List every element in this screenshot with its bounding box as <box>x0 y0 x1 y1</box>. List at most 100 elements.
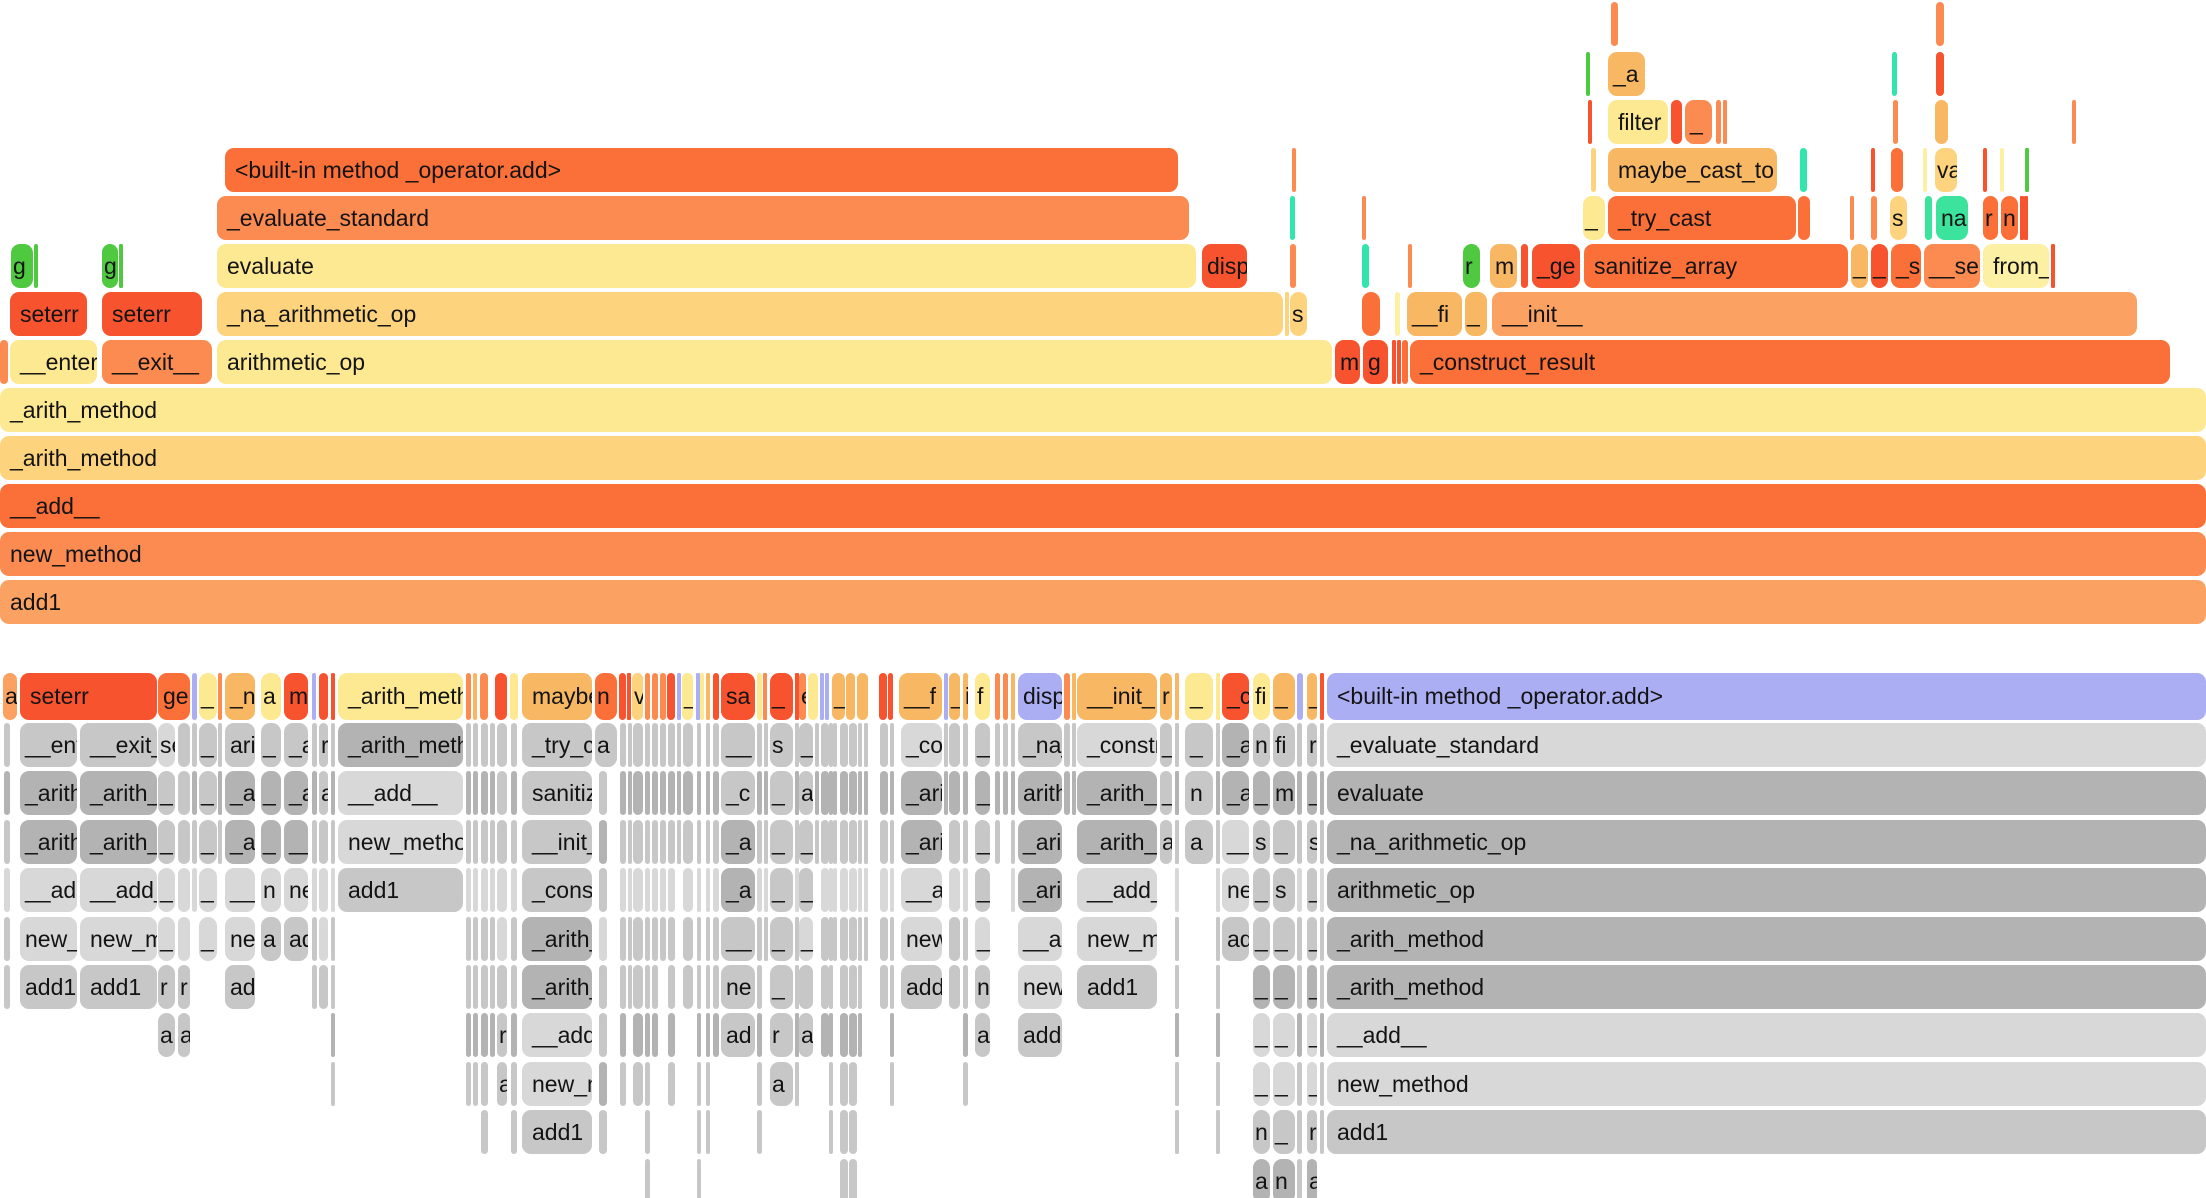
sandwich-frame[interactable]: a <box>1307 1158 1317 1198</box>
sandwich-frame-tick[interactable] <box>1216 1110 1220 1155</box>
sandwich-frame-tick[interactable] <box>840 1158 848 1198</box>
flame-frame[interactable]: _arith_method <box>0 436 2206 480</box>
sandwich-frame-tick[interactable] <box>319 868 328 913</box>
sandwich-frame-tick[interactable] <box>1216 1013 1220 1058</box>
sandwich-header-frame[interactable]: r <box>1160 673 1172 720</box>
sandwich-frame-tick[interactable] <box>757 868 762 913</box>
sandwich-frame-tick[interactable] <box>1175 1110 1179 1155</box>
sandwich-frame-tick[interactable] <box>178 868 190 913</box>
sandwich-frame-tick[interactable] <box>757 1110 762 1155</box>
sandwich-frame[interactable]: _arith_m <box>80 819 157 864</box>
sandwich-frame-tick[interactable] <box>490 916 495 961</box>
sandwich-frame[interactable]: __enter <box>20 723 77 767</box>
sandwich-frame-tick[interactable] <box>620 1061 626 1106</box>
sandwich-frame-tick[interactable] <box>1320 771 1324 816</box>
sandwich-frame-tick[interactable] <box>963 965 968 1009</box>
sandwich-frame-tick[interactable] <box>864 868 868 913</box>
sandwich-frame[interactable]: ad <box>721 1013 755 1058</box>
sandwich-frame-tick[interactable] <box>218 819 222 864</box>
sandwich-frame-tick[interactable] <box>4 916 10 961</box>
sandwich-header-frame[interactable]: f <box>975 673 990 720</box>
sandwich-frame[interactable]: s <box>770 723 793 767</box>
sandwich-frame-tick[interactable] <box>466 965 471 1009</box>
sandwich-frame[interactable]: _arith_method <box>1327 965 2206 1009</box>
sandwich-frame[interactable]: _a <box>721 868 755 913</box>
sandwich-frame-tick[interactable] <box>995 771 1000 816</box>
sandwich-header-tick[interactable] <box>331 673 335 720</box>
flame-frame[interactable]: sanitize_array <box>1584 244 1848 288</box>
sandwich-header-tick[interactable] <box>619 673 626 720</box>
flame-frame-tick[interactable] <box>1285 292 1289 336</box>
sandwich-frame-tick[interactable] <box>481 819 488 864</box>
sandwich-frame-tick[interactable] <box>497 916 507 961</box>
sandwich-frame[interactable]: __add__ <box>338 771 463 816</box>
sandwich-frame-tick[interactable] <box>697 771 701 816</box>
sandwich-header-frame[interactable]: fi <box>1253 673 1270 720</box>
sandwich-frame[interactable]: _ <box>158 868 175 913</box>
sandwich-frame-tick[interactable] <box>713 723 719 767</box>
sandwich-frame-tick[interactable] <box>1297 965 1302 1009</box>
sandwich-frame[interactable]: fi <box>1273 723 1295 767</box>
sandwich-frame-tick[interactable] <box>890 965 894 1009</box>
sandwich-frame[interactable]: r <box>1307 723 1317 767</box>
sandwich-frame-tick[interactable] <box>706 1061 710 1106</box>
sandwich-header-frame[interactable]: _ <box>199 673 217 720</box>
sandwich-frame-tick[interactable] <box>633 868 643 913</box>
sandwich-frame-tick[interactable] <box>620 819 626 864</box>
sandwich-frame-tick[interactable] <box>944 771 948 816</box>
sandwich-frame[interactable]: __add <box>20 868 77 913</box>
sandwich-frame-tick[interactable] <box>331 771 335 816</box>
sandwich-frame-tick[interactable] <box>652 771 658 816</box>
sandwich-frame[interactable]: ne <box>284 868 308 913</box>
sandwich-frame-tick[interactable] <box>599 965 607 1009</box>
sandwich-frame[interactable]: ad <box>225 965 255 1009</box>
sandwich-frame[interactable]: a <box>595 723 617 767</box>
sandwich-frame-tick[interactable] <box>645 868 650 913</box>
flame-frame-tick[interactable] <box>1723 100 1727 144</box>
flame-frame[interactable]: evaluate <box>217 244 1196 288</box>
flame-frame-tick[interactable] <box>1292 148 1296 192</box>
sandwich-frame-tick[interactable] <box>706 965 710 1009</box>
sandwich-frame-tick[interactable] <box>192 868 197 913</box>
sandwich-frame-tick[interactable] <box>849 916 857 961</box>
sandwich-frame-tick[interactable] <box>963 819 968 864</box>
sandwich-frame-tick[interactable] <box>628 723 632 767</box>
flame-frame-tick[interactable] <box>2051 244 2055 288</box>
sandwich-frame-tick[interactable] <box>944 723 948 767</box>
sandwich-frame[interactable]: _arith_method <box>1327 916 2206 961</box>
sandwich-frame-tick[interactable] <box>645 1013 650 1058</box>
sandwich-header-tick[interactable] <box>757 673 762 720</box>
sandwich-frame[interactable]: _construct <box>1077 723 1157 767</box>
sandwich-frame-tick[interactable] <box>620 965 626 1009</box>
sandwich-header-tick[interactable] <box>627 673 631 720</box>
flame-frame[interactable]: _s <box>1891 244 1921 288</box>
sandwich-header-frame[interactable]: _arith_method <box>338 673 463 720</box>
sandwich-frame-tick[interactable] <box>1003 723 1008 767</box>
sandwich-frame[interactable]: _ <box>799 723 813 767</box>
flame-frame-tick[interactable] <box>1362 292 1380 336</box>
sandwich-frame-tick[interactable] <box>473 916 478 961</box>
sandwich-frame-tick[interactable] <box>815 819 819 864</box>
flame-frame[interactable]: _na_arithmetic_op <box>217 292 1283 336</box>
sandwich-frame-tick[interactable] <box>1297 771 1302 816</box>
flame-frame[interactable]: __se <box>1924 244 1980 288</box>
sandwich-frame-tick[interactable] <box>890 819 894 864</box>
sandwich-frame[interactable]: n <box>1253 1110 1270 1155</box>
flame-frame-tick[interactable] <box>1923 148 1927 192</box>
sandwich-frame-tick[interactable] <box>949 819 960 864</box>
sandwich-frame[interactable]: ari <box>225 723 255 767</box>
flame-frame-tick[interactable] <box>1397 340 1401 384</box>
sandwich-frame-tick[interactable] <box>1011 771 1015 816</box>
sandwich-frame-tick[interactable] <box>840 916 848 961</box>
sandwich-frame[interactable]: _ <box>799 819 813 864</box>
sandwich-frame-tick[interactable] <box>1320 868 1324 913</box>
sandwich-frame[interactable]: r <box>1307 1110 1317 1155</box>
sandwich-frame-tick[interactable] <box>466 1013 471 1058</box>
sandwich-frame-tick[interactable] <box>1320 1061 1324 1106</box>
sandwich-frame-tick[interactable] <box>473 868 478 913</box>
sandwich-header-tick[interactable] <box>706 673 710 720</box>
sandwich-frame-tick[interactable] <box>697 1013 701 1058</box>
sandwich-frame-tick[interactable] <box>697 916 701 961</box>
flame-frame[interactable]: _arith_method <box>0 388 2206 432</box>
sandwich-frame[interactable]: _arith_m <box>522 965 592 1009</box>
